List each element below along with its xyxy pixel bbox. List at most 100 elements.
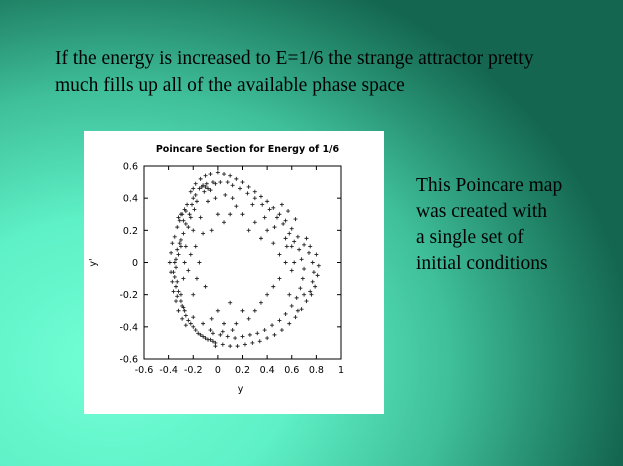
scatter-point [228, 212, 233, 217]
scatter-point [181, 305, 186, 310]
x-axis-label: y [238, 384, 244, 395]
scatter-point [240, 308, 245, 313]
chart-svg: Poincare Section for Energy of 1/6 -0.6-… [88, 144, 344, 395]
scatter-point [186, 225, 191, 230]
scatter-point [174, 284, 179, 289]
scatter-point [277, 252, 282, 257]
scatter-point [246, 228, 251, 233]
scatter-point [202, 189, 207, 194]
scatter-point [169, 250, 174, 255]
scatter-point [293, 315, 298, 320]
caption-line-4: initial conditions [416, 253, 548, 274]
scatter-point [308, 244, 313, 249]
scatter-point [313, 284, 318, 289]
scatter-point [176, 252, 181, 257]
scatter-point [174, 257, 179, 262]
scatter-point [271, 284, 276, 289]
scatter-point [193, 192, 198, 197]
scatter-point [260, 202, 265, 207]
scatter-point [185, 202, 190, 207]
scatter-point [183, 323, 188, 328]
scatter-point [262, 328, 267, 333]
scatter-point [182, 260, 187, 265]
scatter-point [225, 334, 230, 339]
x-tick-label: -0.6 [135, 365, 154, 376]
scatter-point [178, 212, 183, 217]
scatter-point [235, 344, 240, 349]
scatter-point [175, 247, 180, 252]
x-tick-label: 0.6 [284, 365, 299, 376]
scatter-point [223, 192, 228, 197]
y-tick-label: -0.4 [119, 322, 138, 333]
scatter-point [203, 173, 208, 178]
scatter-point [240, 180, 245, 185]
scatter-point [191, 196, 196, 201]
scatter-point [228, 300, 233, 305]
scatter-point [193, 244, 198, 249]
scatter-point [302, 292, 307, 297]
scatter-point [177, 241, 182, 246]
scatter-point [246, 184, 251, 189]
scatter-point [287, 292, 292, 297]
chart-title: Poincare Section for Energy of 1/6 [156, 144, 340, 155]
scatter-point [187, 212, 192, 217]
scatter-point [283, 218, 288, 223]
scatter-point [167, 260, 172, 265]
scatter-point [172, 274, 177, 279]
y-tick-label: 0.4 [123, 194, 138, 205]
scatter-point [218, 332, 223, 337]
scatter-point [215, 212, 220, 217]
scatter-point [294, 295, 299, 300]
scatter-point [210, 339, 215, 344]
scatter-point [210, 331, 215, 336]
scatter-point [174, 265, 179, 270]
scatter-point [267, 207, 272, 212]
y-tick-label: 0.2 [123, 226, 138, 237]
scatter-point [287, 231, 292, 236]
scatter-point [220, 329, 225, 334]
scatter-point [169, 270, 174, 275]
scatter-point [265, 292, 270, 297]
scatter-point [206, 186, 211, 191]
scatter-point [181, 218, 186, 223]
x-tick-label: 1 [338, 365, 344, 376]
scatter-point [265, 199, 270, 204]
scatter-point [208, 188, 213, 193]
y-tick-label: -0.6 [119, 355, 138, 366]
scatter-point [176, 289, 181, 294]
scatter-point [196, 331, 201, 336]
scatter-point [171, 289, 176, 294]
scatter-point [170, 241, 175, 246]
scatter-point [191, 324, 196, 329]
scatter-point [242, 342, 247, 347]
heading-line-1: If the energy is increased to E=1/6 the … [55, 48, 534, 69]
scatter-point [198, 176, 203, 181]
scatter-point [289, 303, 294, 308]
scatter-point [252, 196, 257, 201]
scatter-point [300, 276, 305, 281]
scatter-point [308, 289, 313, 294]
poincare-chart: Poincare Section for Energy of 1/6 -0.6-… [84, 131, 384, 414]
scatter-point [271, 241, 276, 246]
scatter-point [208, 172, 213, 177]
scatter-point [186, 268, 191, 273]
scatter-point [192, 207, 197, 212]
scatter-point [257, 339, 262, 344]
scatter-point [274, 215, 279, 220]
scatter-point [172, 260, 177, 265]
scatter-point [176, 215, 181, 220]
scatter-point [293, 217, 298, 222]
scatter-point [186, 318, 191, 323]
scatter-point [240, 334, 245, 339]
scatter-point [209, 316, 214, 321]
scatter-point [191, 315, 196, 320]
scatter-point [270, 323, 275, 328]
scatter-point [283, 260, 288, 265]
slide-caption: This Poincare map was created with a sin… [416, 173, 606, 277]
scatter-point [314, 252, 319, 257]
scatter-point [194, 276, 199, 281]
scatter-point [258, 194, 263, 199]
scatter-point [193, 181, 198, 186]
scatter-point [297, 247, 302, 252]
axis-ticks: -0.6 -0.4 -0.2 0 0.2 0.4 0.6 0.8 1 0.6 0.4 0.2 0 -0.2… [119, 162, 344, 377]
